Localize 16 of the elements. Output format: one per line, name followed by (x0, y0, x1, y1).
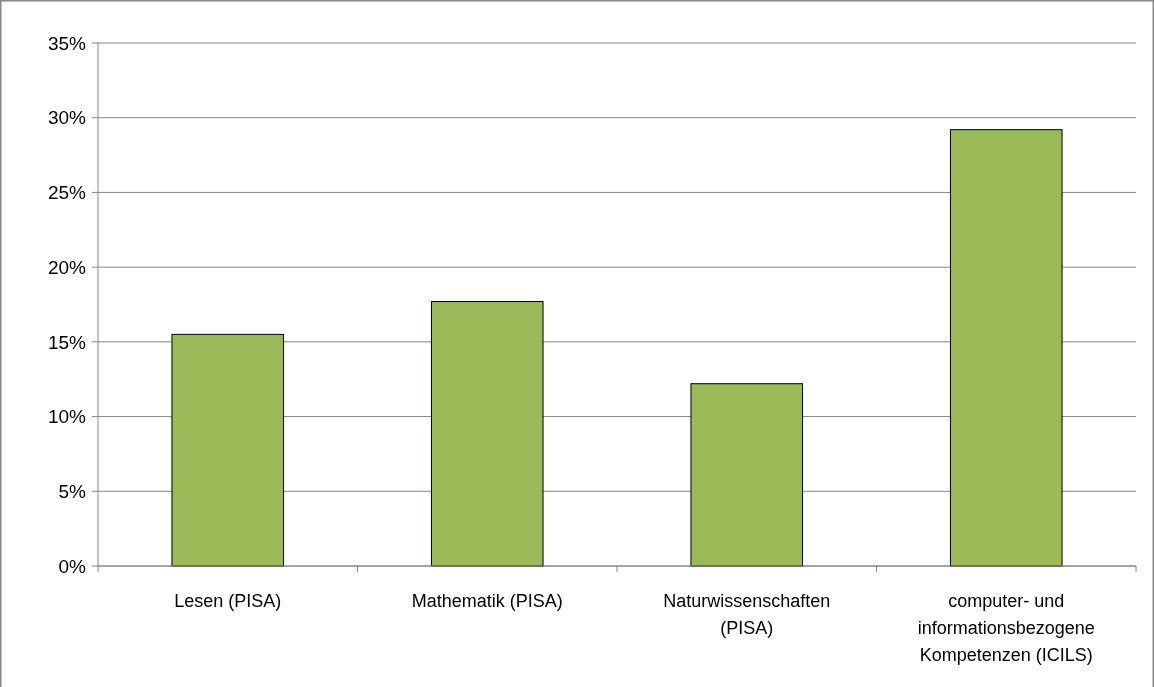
bar (949, 129, 1063, 567)
x-tick-label: Naturwissenschaften (PISA) (663, 591, 831, 638)
y-tick-label: 35% (47, 32, 87, 54)
bar (430, 301, 544, 567)
bar (690, 383, 804, 567)
x-tick-label: computer- und informationsbezogene Kompetenzen (ICILS) (917, 591, 1095, 665)
y-tick-label: 30% (47, 107, 87, 129)
y-tick-label: 25% (47, 182, 87, 204)
y-tick-label: 5% (58, 480, 87, 502)
x-tick-label: Lesen (PISA) (174, 591, 282, 611)
y-tick-label: 15% (47, 331, 87, 353)
y-tick-label: 0% (58, 555, 87, 577)
x-tick-label: Mathematik (PISA) (411, 591, 563, 611)
bar (171, 333, 285, 567)
y-tick-label: 10% (47, 406, 87, 428)
y-tick-label: 20% (47, 256, 87, 278)
